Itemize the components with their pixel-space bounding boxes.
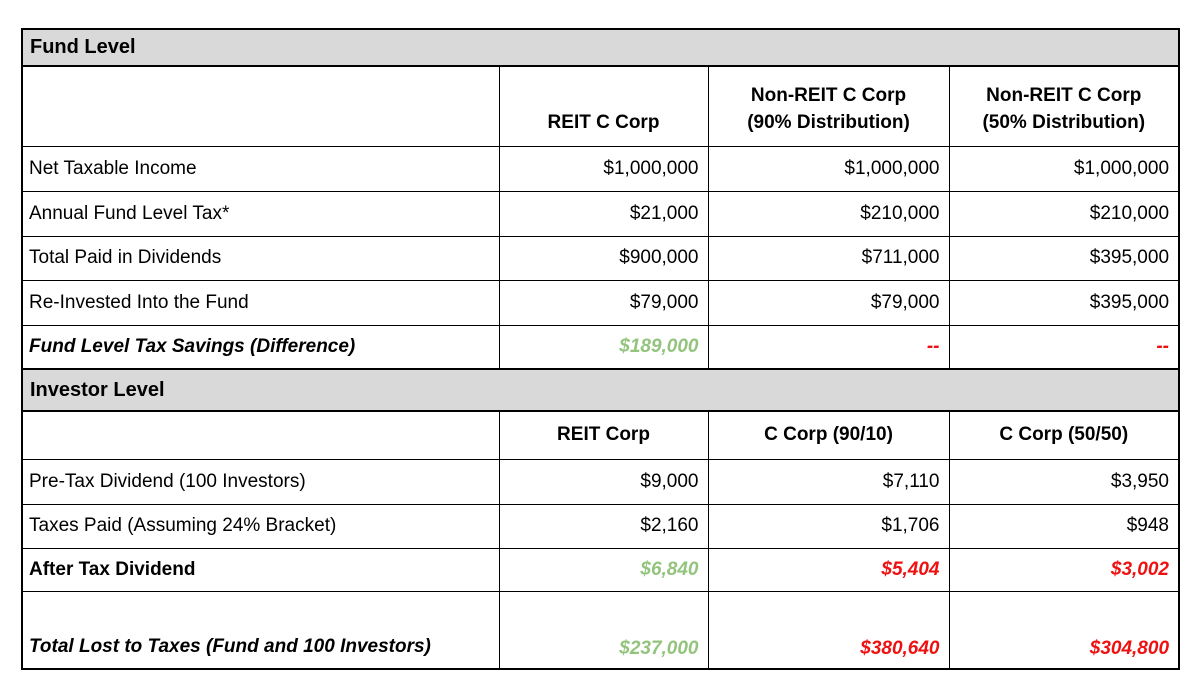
row-label: Fund Level Tax Savings (Difference) [21, 324, 500, 370]
row-label: Pre-Tax Dividend (100 Investors) [21, 458, 500, 505]
cell-value: $9,000 [498, 458, 709, 505]
cell-value: $395,000 [948, 279, 1180, 326]
investor-col-header-ccorp-9010: C Corp (90/10) [707, 410, 950, 460]
investor-level-section-title: Investor Level [21, 368, 1180, 412]
row-label: Total Paid in Dividends [21, 235, 500, 281]
cell-value-positive: $189,000 [498, 324, 709, 370]
investor-column-header-row: REIT Corp C Corp (90/10) C Corp (50/50) [21, 410, 1180, 460]
cell-value: $1,706 [707, 503, 950, 549]
fund-col-header-reit: REIT C Corp [498, 65, 709, 147]
cell-value: $210,000 [948, 190, 1180, 237]
cell-value: $711,000 [707, 235, 950, 281]
table-row-total-paid-dividends: Total Paid in Dividends $900,000 $711,00… [21, 235, 1180, 281]
investor-corner-cell [21, 410, 500, 460]
reit-tax-comparison-table: Fund Level REIT C Corp Non-REIT C Corp (… [21, 28, 1181, 670]
fund-level-section-row: Fund Level [21, 28, 1180, 67]
cell-value: $395,000 [948, 235, 1180, 281]
cell-value: $1,000,000 [707, 145, 950, 192]
cell-value: $79,000 [707, 279, 950, 326]
cell-value-negative: -- [948, 324, 1180, 370]
table-row-annual-fund-level-tax: Annual Fund Level Tax* $21,000 $210,000 … [21, 190, 1180, 237]
fund-level-section-title: Fund Level [21, 28, 1180, 67]
table-row-reinvested-into-fund: Re-Invested Into the Fund $79,000 $79,00… [21, 279, 1180, 326]
cell-value: $7,110 [707, 458, 950, 505]
cell-value: $21,000 [498, 190, 709, 237]
fund-col-header-nonreit-90: Non-REIT C Corp (90% Distribution) [707, 65, 950, 147]
table-row-fund-level-tax-savings: Fund Level Tax Savings (Difference) $189… [21, 324, 1180, 370]
cell-value: $79,000 [498, 279, 709, 326]
row-label: Annual Fund Level Tax* [21, 190, 500, 237]
table-row-total-lost-to-taxes: Total Lost to Taxes (Fund and 100 Invest… [21, 590, 1180, 670]
tax-comparison-table-wrap: Fund Level REIT C Corp Non-REIT C Corp (… [21, 28, 1181, 670]
cell-value: $2,160 [498, 503, 709, 549]
table-row-after-tax-dividend: After Tax Dividend $6,840 $5,404 $3,002 [21, 547, 1180, 592]
cell-value: $210,000 [707, 190, 950, 237]
cell-value: $948 [948, 503, 1180, 549]
cell-value-negative: $380,640 [707, 590, 950, 670]
table-row-taxes-paid: Taxes Paid (Assuming 24% Bracket) $2,160… [21, 503, 1180, 549]
row-label: Taxes Paid (Assuming 24% Bracket) [21, 503, 500, 549]
cell-value: $1,000,000 [498, 145, 709, 192]
cell-value-positive: $6,840 [498, 547, 709, 592]
cell-value-negative: $304,800 [948, 590, 1180, 670]
cell-value-negative: -- [707, 324, 950, 370]
investor-col-header-ccorp-5050: C Corp (50/50) [948, 410, 1180, 460]
table-row-pretax-dividend: Pre-Tax Dividend (100 Investors) $9,000 … [21, 458, 1180, 505]
fund-column-header-row: REIT C Corp Non-REIT C Corp (90% Distrib… [21, 65, 1180, 147]
cell-value-negative: $5,404 [707, 547, 950, 592]
row-label: Net Taxable Income [21, 145, 500, 192]
fund-corner-cell [21, 65, 500, 147]
fund-col-header-nonreit-50: Non-REIT C Corp (50% Distribution) [948, 65, 1180, 147]
row-label: After Tax Dividend [21, 547, 500, 592]
cell-value: $1,000,000 [948, 145, 1180, 192]
row-label: Total Lost to Taxes (Fund and 100 Invest… [21, 590, 500, 670]
row-label: Re-Invested Into the Fund [21, 279, 500, 326]
cell-value-negative: $3,002 [948, 547, 1180, 592]
table-row-net-taxable-income: Net Taxable Income $1,000,000 $1,000,000… [21, 145, 1180, 192]
cell-value: $900,000 [498, 235, 709, 281]
investor-col-header-reit: REIT Corp [498, 410, 709, 460]
cell-value-positive: $237,000 [498, 590, 709, 670]
cell-value: $3,950 [948, 458, 1180, 505]
investor-level-section-row: Investor Level [21, 368, 1180, 412]
